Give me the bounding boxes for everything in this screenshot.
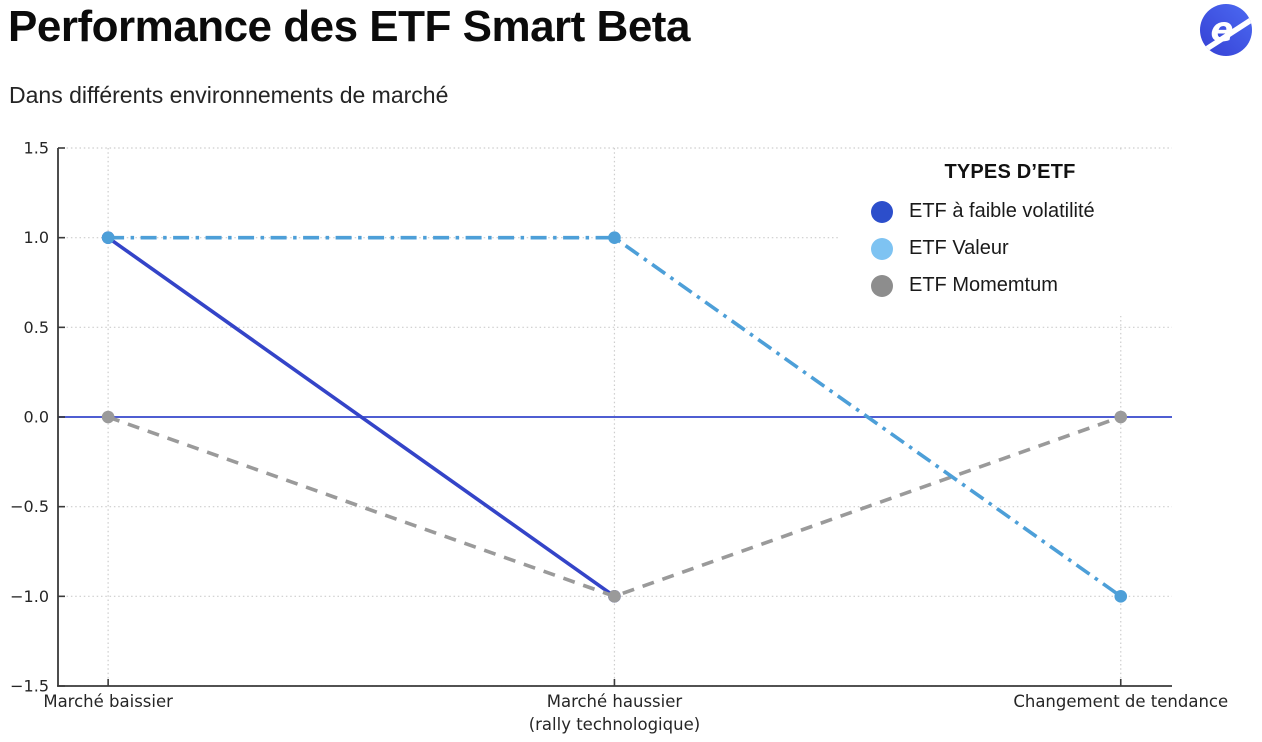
y-tick-label: −1.5 <box>10 677 49 696</box>
x-tick-label: Marché baissier <box>43 692 173 711</box>
legend-item: ETF à faible volatilité <box>850 193 1170 230</box>
legend-label: ETF à faible volatilité <box>909 200 1095 222</box>
legend-item: ETF Valeur <box>850 230 1170 267</box>
series-line-1 <box>107 236 616 598</box>
page-subtitle: Dans différents environnements de marché <box>9 82 449 108</box>
legend-swatch-circle-icon <box>871 237 893 260</box>
brand-logo-icon: e <box>1199 3 1253 57</box>
data-point <box>1114 410 1128 424</box>
y-tick-label: −0.5 <box>10 497 49 516</box>
page-title: Performance des ETF Smart Beta <box>8 2 690 51</box>
x-tick-label: Marché haussier (rally technologique) <box>529 692 700 734</box>
x-tick-label: Changement de tendance <box>1013 692 1228 711</box>
y-tick-label: 1.0 <box>24 228 49 247</box>
legend-title: TYPES D’ETF <box>944 161 1076 183</box>
chart-area: 1.5 1.0 0.5 0.0 −0.5 −1.0 −1.5 Marché baissier M… <box>0 140 1262 742</box>
legend-label: ETF Momemtum <box>909 274 1058 296</box>
legend-items: ETF à faible volatilité ETF Valeur ETF Mom… <box>850 193 1170 304</box>
series-line-3 <box>107 415 1122 599</box>
data-point <box>608 231 621 244</box>
data-point <box>1114 590 1128 603</box>
y-tick-label: −1.0 <box>10 587 49 606</box>
data-point <box>101 231 115 244</box>
y-tick-label: 0.0 <box>24 408 49 427</box>
y-tick-label: 0.5 <box>24 318 49 337</box>
legend-label: ETF Valeur <box>909 237 1009 259</box>
series-line-2 <box>108 235 1122 598</box>
y-tick-label: 1.5 <box>24 140 49 158</box>
data-point <box>101 410 115 424</box>
legend-swatch-circle-icon <box>871 200 893 223</box>
legend-swatch-circle-icon <box>871 274 893 297</box>
data-point <box>608 590 621 603</box>
legend-item: ETF Momemtum <box>850 267 1170 304</box>
chart-legend: TYPES D’ETF ETF à faible volatilité ETF V… <box>838 151 1182 316</box>
